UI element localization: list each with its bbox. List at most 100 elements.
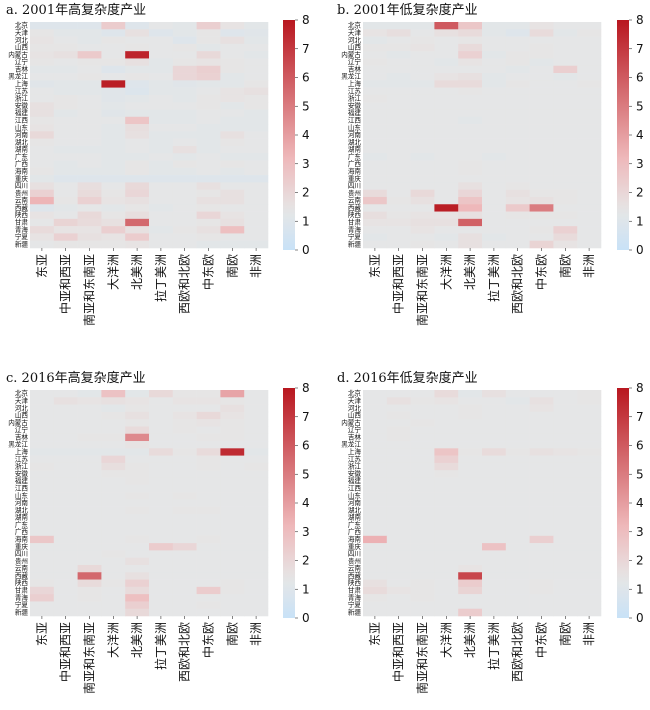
heatmap-cell [196, 109, 221, 118]
heatmap-cell [386, 196, 411, 205]
heatmap-cell [482, 43, 507, 52]
heatmap-cell [434, 404, 459, 413]
heatmap-cell [244, 470, 269, 478]
heatmap-cell [505, 36, 530, 45]
row-tick-label: 广东 [348, 520, 362, 529]
heatmap-cell [386, 94, 411, 103]
heatmap-cell [101, 145, 126, 154]
colorbar-gradient [617, 388, 629, 618]
heatmap-cell [77, 455, 102, 464]
heatmap-cell [577, 233, 602, 242]
row-tick-label: 福建 [15, 476, 29, 485]
heatmap-cell [577, 397, 602, 405]
heatmap-cell [529, 411, 554, 420]
col-labels: 东亚 中亚和西亚 南亚和东南亚 大洋洲 北美洲 拉丁美洲 西欧和北欧 中东欧 南欧 非洲 [368, 248, 596, 326]
heatmap-cell [505, 65, 530, 74]
row-tick-label: 安徽 [348, 101, 362, 110]
heatmap-cell [386, 43, 411, 52]
heatmap-cell [101, 397, 126, 405]
col-tick-label: 北美洲 [463, 622, 477, 658]
heatmap-cell [386, 58, 411, 67]
heatmap-cell [410, 608, 435, 617]
heatmap-cell [553, 586, 578, 595]
heatmap-cell [172, 182, 197, 190]
row-tick-label: 贵州 [348, 556, 361, 565]
heatmap-cell [410, 109, 435, 118]
heatmap-cell [196, 455, 221, 464]
heatmap-cell [505, 51, 530, 59]
heatmap-cell [505, 543, 530, 551]
heatmap-cell [220, 73, 245, 81]
heatmap-cell [172, 65, 197, 74]
heatmap-cell [482, 564, 507, 573]
heatmap-cell [577, 240, 602, 249]
heatmap-cell [101, 441, 126, 449]
heatmap-cell [30, 579, 55, 588]
heatmap-cell [220, 22, 245, 30]
heatmap-cell [410, 426, 435, 435]
heatmap-cell [577, 109, 602, 118]
heatmap-cell [53, 167, 78, 176]
heatmap-cell [220, 506, 245, 515]
heatmap-cell [529, 419, 554, 427]
heatmap-cell [101, 579, 126, 588]
heatmap-cell [458, 397, 483, 405]
heatmap-cell [482, 73, 507, 81]
heatmap-cell [577, 204, 602, 212]
heatmap-cell [220, 521, 245, 529]
heatmap-cell [30, 204, 55, 212]
heatmap-cell [149, 506, 174, 515]
heatmap-cell [434, 601, 459, 610]
heatmap-cell [149, 484, 174, 493]
heatmap-cell [30, 80, 55, 88]
heatmap-cell [505, 586, 530, 595]
heatmap-cell [196, 499, 221, 507]
heatmap-cell [434, 535, 459, 544]
heatmap-cell [505, 470, 530, 478]
heatmap-cell [529, 601, 554, 610]
heatmap-cell [244, 211, 269, 220]
heatmap-cell [410, 233, 435, 242]
heatmap-cell [505, 80, 530, 88]
heatmap-cell [386, 477, 411, 486]
heatmap-cell [149, 182, 174, 190]
row-tick-label: 河南 [348, 130, 362, 139]
heatmap-cell [220, 397, 245, 405]
heatmap-cell [458, 564, 483, 573]
heatmap-cell [363, 94, 388, 103]
heatmap-cell [101, 550, 126, 558]
heatmap-cell [149, 448, 174, 456]
row-tick-label: 重庆 [348, 174, 362, 183]
heatmap-cell [244, 608, 269, 617]
heatmap-cell [410, 160, 435, 169]
heatmap-cell [196, 116, 221, 125]
heatmap-cell [125, 506, 150, 515]
heatmap-cell [244, 390, 269, 398]
heatmap-cell [386, 601, 411, 610]
heatmap-cell [172, 564, 197, 573]
heatmap-cell [458, 94, 483, 103]
heatmap-cell [410, 477, 435, 486]
row-tick-label: 湖北 [15, 137, 29, 146]
row-tick-label: 贵州 [15, 556, 28, 565]
heatmap-cell [410, 218, 435, 227]
heatmap-cell [410, 535, 435, 544]
heatmap-cell [434, 109, 459, 118]
row-tick-label: 河北 [15, 404, 29, 412]
heatmap-cell [125, 492, 150, 500]
heatmap-cell [220, 455, 245, 464]
row-tick-label: 新疆 [348, 607, 362, 616]
heatmap-cell [410, 116, 435, 125]
heatmap-cell [244, 124, 269, 132]
heatmap-cell [196, 94, 221, 103]
heatmap-cell [125, 462, 150, 471]
colorbar: 0 1 2 3 4 5 6 7 8 [617, 381, 644, 625]
heatmap-cell [529, 462, 554, 471]
heatmap-cell [196, 550, 221, 558]
heatmap-cell [77, 226, 102, 234]
heatmap-cell [172, 160, 197, 169]
heatmap-cell [553, 22, 578, 30]
heatmap-cell [220, 218, 245, 227]
heatmap-cell [386, 131, 411, 139]
heatmap-cell [30, 116, 55, 125]
